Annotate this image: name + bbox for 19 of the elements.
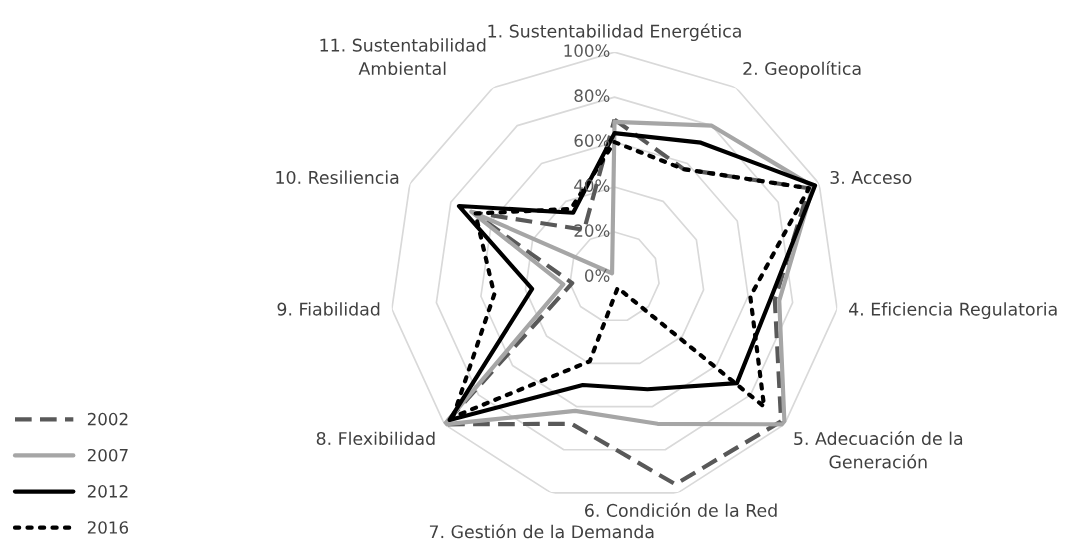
legend-label: 2016 bbox=[87, 521, 129, 534]
y-tick-label: 20% bbox=[574, 224, 610, 237]
spoke-label: 6. Condición de la Red bbox=[585, 502, 777, 517]
spoke-label: 8. Flexibilidad bbox=[316, 431, 435, 446]
legend-label: 2002 bbox=[87, 412, 128, 426]
y-tick-label: 100% bbox=[564, 44, 610, 57]
spoke-label: 3. Acceso bbox=[830, 170, 912, 185]
spoke-label: 10. Resiliencia bbox=[276, 170, 399, 185]
y-tick-label: 80% bbox=[574, 89, 610, 102]
spoke-label: 1. Sustentabilidad Energética bbox=[488, 23, 741, 41]
spoke-label: 5. Adecuación de la Generación bbox=[794, 430, 963, 469]
spoke-label: 9. Fiabilidad bbox=[277, 302, 380, 316]
spoke-label: 11. Sustentabilidad Ambiental bbox=[320, 38, 486, 76]
y-tick-label: 0% bbox=[585, 269, 610, 282]
spoke-label: 7. Gestión de la Demanda bbox=[429, 524, 654, 539]
legend-label: 2007 bbox=[87, 448, 128, 462]
legend-label: 2012 bbox=[87, 485, 128, 498]
spoke-label: 2. Geopolítica bbox=[743, 60, 861, 79]
spoke-label: 4. Eficiencia Regulatoria bbox=[849, 302, 1057, 320]
